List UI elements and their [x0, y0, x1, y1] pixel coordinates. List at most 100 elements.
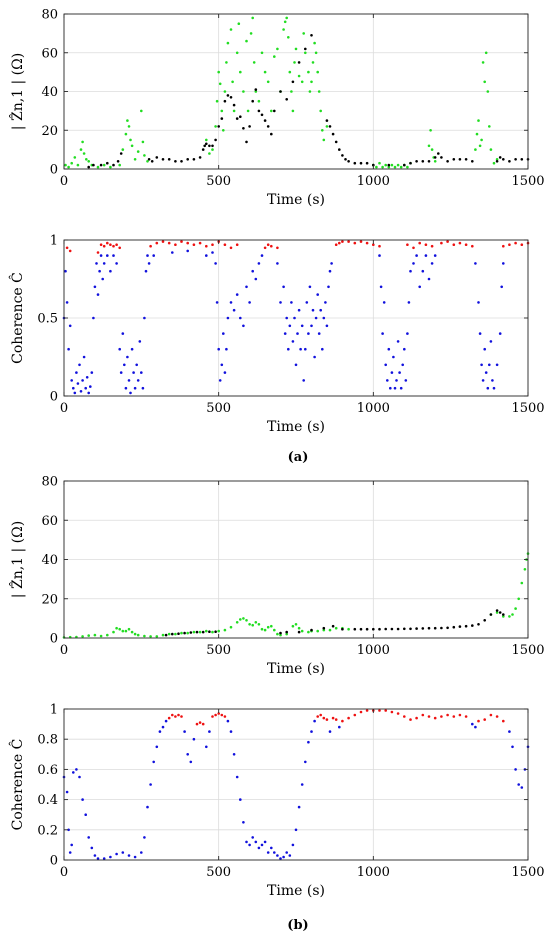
y-tick-label: 0.5 — [37, 312, 58, 327]
data-point-blue — [138, 340, 142, 343]
data-point-black — [328, 125, 332, 128]
data-point-blue — [407, 301, 411, 304]
data-point-blue — [257, 846, 261, 850]
data-point-blue — [115, 262, 118, 265]
data-point-red — [109, 243, 112, 246]
data-point-blue — [382, 301, 386, 304]
data-point-red — [418, 241, 422, 245]
data-point-blue — [232, 753, 236, 756]
data-point-green — [161, 633, 165, 637]
data-point-blue — [293, 316, 296, 320]
data-point-blue — [260, 843, 264, 847]
data-point-green — [124, 629, 128, 633]
data-point-blue — [164, 719, 168, 723]
data-point-blue — [109, 855, 112, 859]
data-point-green — [121, 629, 125, 633]
data-point-blue — [239, 798, 242, 801]
data-point-red — [508, 243, 511, 246]
data-point-black — [452, 625, 456, 629]
data-point-green — [246, 109, 250, 113]
data-point-blue — [93, 285, 97, 289]
y-tick-label: 80 — [41, 8, 58, 23]
data-point-black — [341, 154, 344, 157]
data-point-blue — [158, 730, 162, 733]
x-tick-label: 0 — [60, 174, 68, 189]
data-point-black — [177, 632, 180, 635]
y-axis-label: Coherence Ĉ — [8, 272, 26, 364]
data-point-green — [322, 138, 326, 142]
data-point-blue — [242, 821, 245, 824]
data-point-red — [115, 243, 118, 246]
data-point-red — [365, 241, 369, 245]
data-point-blue — [328, 269, 332, 273]
data-point-red — [458, 241, 462, 245]
x-tick-label: 0 — [60, 865, 68, 880]
data-point-blue — [310, 730, 313, 733]
data-point-green — [495, 611, 499, 614]
data-point-green — [245, 39, 248, 43]
data-point-green — [481, 61, 485, 64]
data-point-red — [514, 241, 517, 245]
data-point-blue — [401, 363, 405, 367]
data-point-blue — [72, 771, 75, 774]
data-point-blue — [214, 262, 217, 265]
data-point-green — [488, 125, 491, 128]
data-point-blue — [239, 316, 242, 320]
data-point-red — [495, 715, 499, 718]
data-point-black — [164, 633, 168, 637]
data-point-green — [112, 630, 115, 634]
data-point-black — [514, 158, 517, 161]
data-point-red — [353, 713, 357, 717]
coherence-chart-b: 0 500 1000 1500 0 0.2 0.4 0.6 0.8 1 Time (s) Cohere… — [8, 703, 545, 900]
data-point-green — [251, 16, 254, 20]
data-point-blue — [68, 851, 72, 854]
data-point-blue — [78, 363, 81, 367]
data-point-blue — [140, 371, 143, 374]
data-point-black — [254, 88, 258, 91]
data-point-blue — [294, 828, 298, 832]
data-point-green — [251, 623, 254, 627]
data-point-green — [198, 630, 202, 634]
data-point-red — [427, 715, 431, 718]
data-point-blue — [205, 745, 208, 749]
data-point-red — [365, 709, 369, 712]
data-point-green — [257, 99, 261, 103]
data-point-green — [229, 625, 233, 629]
data-point-green — [115, 626, 118, 630]
data-point-blue — [106, 254, 109, 257]
data-point-blue — [183, 730, 186, 733]
data-point-blue — [322, 316, 326, 320]
data-point-green — [427, 144, 431, 148]
data-point-blue — [290, 301, 293, 304]
data-point-green — [118, 627, 121, 631]
data-point-green — [70, 161, 73, 165]
data-point-green — [307, 630, 310, 634]
data-point-blue — [297, 308, 301, 312]
data-point-black — [260, 113, 264, 117]
data-point-blue — [161, 725, 165, 729]
data-point-green — [141, 140, 145, 144]
y-axis-label: Coherence Ĉ — [8, 739, 26, 831]
data-point-red — [359, 710, 363, 714]
data-point-blue — [70, 843, 73, 847]
data-point-blue — [430, 262, 434, 265]
y-tick-label: 0.6 — [37, 763, 58, 778]
data-point-red — [477, 719, 480, 723]
data-point-blue — [304, 760, 307, 764]
data-point-black — [464, 624, 468, 628]
data-point-blue — [520, 786, 524, 789]
data-point-red — [201, 722, 205, 726]
data-point-red — [446, 240, 449, 243]
data-point-black — [279, 90, 282, 93]
data-point-black — [440, 156, 443, 159]
data-point-green — [136, 150, 140, 153]
data-point-green — [288, 70, 292, 74]
data-point-red — [217, 712, 220, 715]
data-point-black — [291, 80, 295, 84]
data-point-green — [126, 119, 129, 122]
data-point-blue — [72, 386, 75, 390]
data-point-black — [353, 161, 357, 165]
data-point-blue — [393, 386, 397, 390]
data-point-green — [208, 152, 211, 155]
data-point-blue — [492, 386, 496, 390]
